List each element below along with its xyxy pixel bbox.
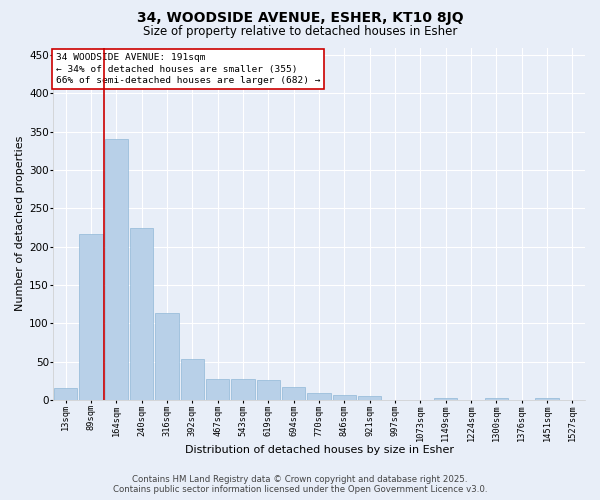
Bar <box>257 380 280 400</box>
Bar <box>282 387 305 400</box>
Bar <box>485 398 508 400</box>
Bar <box>333 396 356 400</box>
Bar <box>181 360 204 400</box>
Text: Size of property relative to detached houses in Esher: Size of property relative to detached ho… <box>143 25 457 38</box>
Bar <box>130 228 154 400</box>
Text: Contains HM Land Registry data © Crown copyright and database right 2025.
Contai: Contains HM Land Registry data © Crown c… <box>113 474 487 494</box>
Text: 34, WOODSIDE AVENUE, ESHER, KT10 8JQ: 34, WOODSIDE AVENUE, ESHER, KT10 8JQ <box>137 11 463 25</box>
Bar <box>54 388 77 400</box>
Y-axis label: Number of detached properties: Number of detached properties <box>15 136 25 312</box>
Bar <box>358 396 382 400</box>
Bar <box>206 379 229 400</box>
Bar <box>155 314 179 400</box>
X-axis label: Distribution of detached houses by size in Esher: Distribution of detached houses by size … <box>185 445 454 455</box>
Bar <box>105 140 128 400</box>
Text: 34 WOODSIDE AVENUE: 191sqm
← 34% of detached houses are smaller (355)
66% of sem: 34 WOODSIDE AVENUE: 191sqm ← 34% of deta… <box>56 53 320 86</box>
Bar <box>232 379 255 400</box>
Bar <box>307 393 331 400</box>
Bar <box>79 234 103 400</box>
Bar <box>434 398 457 400</box>
Bar <box>535 398 559 400</box>
